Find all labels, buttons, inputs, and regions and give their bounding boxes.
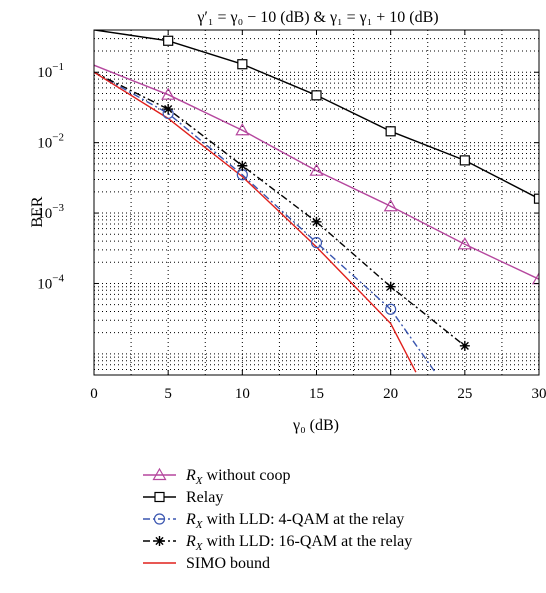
circle-marker [310, 237, 323, 249]
y-tick-label: 10−3 [37, 202, 64, 222]
triangle-marker [383, 199, 398, 212]
star-marker [385, 281, 396, 292]
y-tick-label: 10−4 [37, 272, 64, 292]
star-marker [163, 104, 174, 115]
y-tick-label: 10−1 [37, 61, 64, 81]
series-line-2 [94, 71, 436, 373]
y-tick-label: 10−2 [37, 132, 64, 152]
x-tick-label: 30 [532, 386, 546, 402]
legend-label-4: SIMO bound [186, 555, 270, 572]
chart-title: γ′₁ = γ₀ − 10 (dB) & γ₁ = γ₁ + 10 (dB) [196, 9, 438, 26]
series-layer [94, 30, 539, 373]
x-tick-label: 15 [309, 386, 324, 402]
series-line-4 [94, 71, 417, 373]
triangle-marker [457, 237, 472, 250]
series-line-0 [94, 64, 539, 280]
star-marker [311, 216, 322, 227]
square-marker [459, 155, 470, 166]
square-marker [533, 193, 539, 204]
star-marker [237, 160, 248, 171]
legend: RX without coop Relay RX with LLD: 4-QAM a… [143, 467, 412, 572]
triangle-marker [161, 87, 176, 100]
legend-label-0: RX without coop [185, 467, 291, 487]
square-marker [154, 491, 165, 503]
square-marker [311, 90, 322, 101]
legend-label-1: Relay [186, 489, 223, 506]
triangle-marker [309, 163, 324, 176]
grid [94, 30, 539, 375]
x-tick-label: 10 [235, 386, 250, 402]
square-marker [237, 59, 248, 70]
x-axis-label: γ₀ (dB) [292, 417, 339, 434]
x-tick-label: 5 [164, 386, 172, 402]
square-marker [163, 35, 174, 46]
legend-label-3: RX with LLD: 16-QAM at the relay [185, 533, 412, 553]
axis-ticks: 0 5 10 15 20 25 30 10−1 10−2 10−3 10−4 [37, 30, 546, 402]
star-marker [459, 340, 470, 351]
circle-marker [385, 303, 397, 315]
x-tick-label: 20 [383, 386, 398, 402]
x-tick-label: 25 [457, 386, 472, 402]
circle-marker [153, 513, 166, 525]
triangle-marker [531, 271, 539, 285]
square-marker [385, 126, 396, 137]
y-axis-label: BER [29, 196, 46, 227]
marker-layer [161, 35, 539, 351]
triangle-marker [152, 467, 167, 481]
legend-label-2: RX with LLD: 4-QAM at the relay [185, 511, 404, 531]
x-tick-label: 0 [90, 386, 98, 402]
triangle-marker [235, 123, 250, 136]
star-marker [154, 536, 165, 546]
